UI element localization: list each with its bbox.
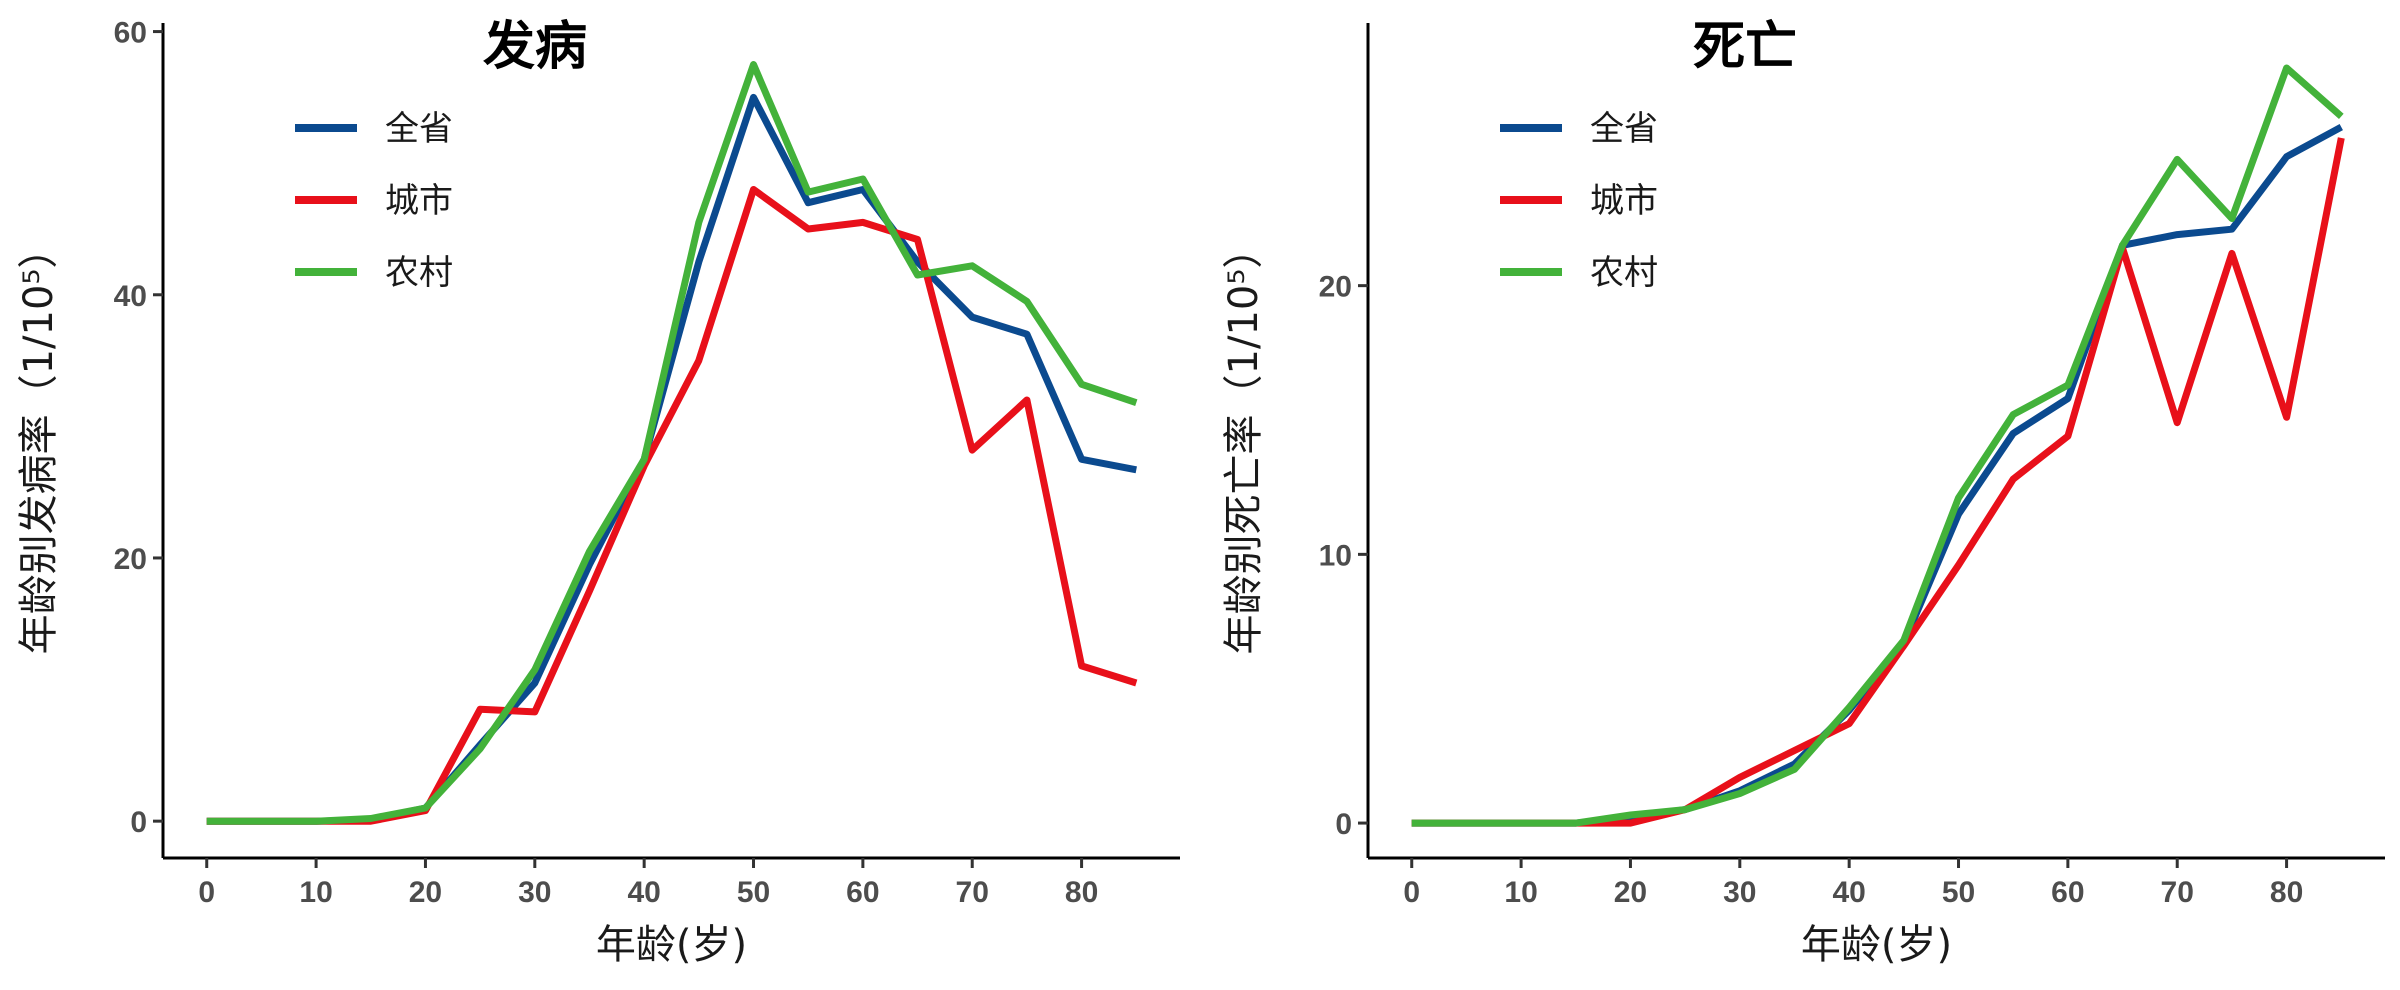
x-tick-label: 10 [299,876,332,909]
series-line-1 [206,93,1137,825]
x-tick-label: 20 [409,876,442,909]
x-tick-label: 10 [1504,876,1537,909]
legend-label: 全省 [385,109,453,149]
chart-title: 发病 [483,16,587,77]
series-line-3 [1411,64,2344,827]
x-tick-label: 50 [1942,876,1975,909]
x-tick-label: 30 [1723,876,1756,909]
x-axis-title: 年龄(岁) [596,922,747,968]
x-tick-label: 80 [1065,876,1098,909]
series-line-3 [206,61,1138,825]
y-tick-label: 20 [1319,271,1352,304]
y-tick-label: 10 [1319,539,1352,572]
series-line-1 [1411,124,2343,827]
x-tick-label: 0 [198,876,215,909]
chart-panel-1: 0 20 40 60 0 10 20 30 40 50 60 70 80 年龄(岁) 年龄别发病率（1/10… [16,16,1180,968]
y-tick-label: 0 [1335,808,1352,841]
y-tick-label: 60 [114,17,147,50]
y-tick-label: 0 [130,806,147,839]
series-line-2 [1411,137,2345,827]
legend-label: 全省 [1590,109,1658,149]
x-tick-label: 0 [1403,876,1420,909]
x-tick-label: 50 [737,876,770,909]
x-tick-label: 60 [2051,876,2084,909]
x-axis-title: 年龄(岁) [1801,922,1952,968]
y-tick-label: 40 [114,280,147,313]
x-tick-label: 40 [627,876,660,909]
y-axis-title: 年龄别发病率（1/10⁵） [16,229,62,655]
chart-title: 死亡 [1693,16,1797,77]
x-tick-label: 30 [518,876,551,909]
x-tick-label: 80 [2270,876,2303,909]
legend-label: 城市 [1590,181,1658,221]
x-tick-label: 40 [1832,876,1865,909]
y-tick-label: 20 [114,543,147,576]
x-tick-label: 70 [956,876,989,909]
x-tick-label: 20 [1614,876,1647,909]
chart-panel-2: 0 10 20 0 10 20 30 40 50 60 70 80 年龄(岁) 年龄别死亡率（1/10⁵）… [1221,16,2385,968]
y-axis-title: 年龄别死亡率（1/10⁵） [1221,229,1267,655]
x-tick-label: 60 [846,876,879,909]
legend-label: 农村 [1590,253,1658,293]
legend-label: 农村 [385,253,453,293]
legend-label: 城市 [385,181,453,221]
x-tick-label: 70 [2161,876,2194,909]
